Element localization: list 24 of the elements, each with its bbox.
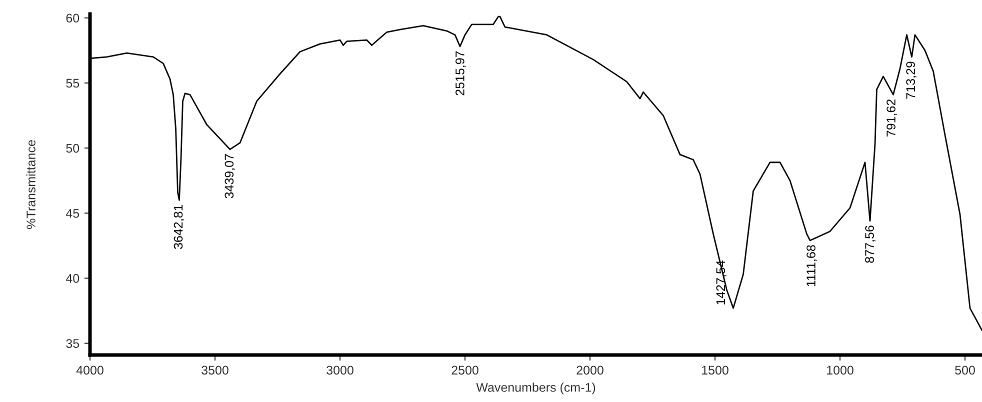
x-axis-title: Wavenumbers (cm-1) [476, 382, 596, 394]
y-tick-label: 45 [66, 209, 80, 218]
x-tick-label: 1500 [702, 366, 728, 375]
annotation: 1427,54 [716, 260, 727, 304]
annotation: 2515,97 [456, 51, 466, 96]
y-tick-label: 40 [66, 274, 80, 283]
annotation: 3439,07 [224, 154, 236, 198]
y-tick-label: 60 [66, 14, 80, 23]
x-tick-label: 3000 [326, 366, 354, 375]
annotation: 1111,68 [806, 245, 817, 286]
y-tick-label: 50 [66, 144, 80, 153]
y-axis-title: %Transmittance [26, 140, 36, 229]
y-tick-label: 35 [66, 339, 80, 348]
x-tick-label: 3500 [202, 366, 228, 375]
x-tick-label: 500 [955, 366, 975, 375]
y-tick-label: 55 [66, 78, 80, 88]
annotation: 713,29 [906, 62, 917, 99]
x-tick-label: 1000 [827, 366, 854, 375]
annotation: 791,62 [886, 99, 897, 136]
annotation: 3642,81 [174, 204, 184, 249]
x-tick-label: 4000 [76, 366, 104, 375]
x-tick-label: 2000 [576, 366, 604, 375]
annotation: 877,56 [865, 226, 876, 263]
x-tick-label: 2500 [452, 366, 478, 375]
